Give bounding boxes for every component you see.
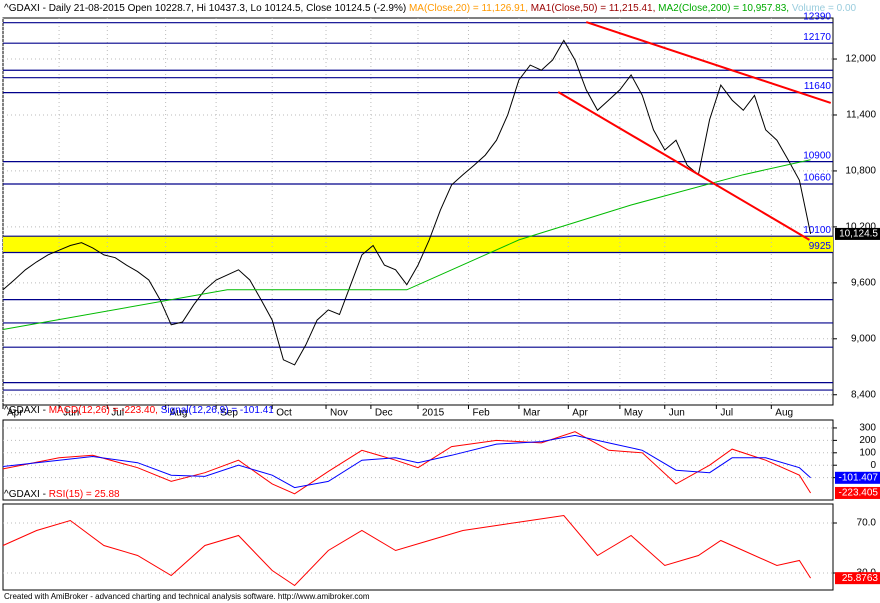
value-box-label: 10,124.5 [839,229,878,240]
y-tick-label: 10,200 [845,222,876,233]
y-tick-label: 70.0 [857,518,877,529]
y-tick-label: 12,000 [845,54,876,65]
x-tick-label: Apr [7,408,23,419]
series-line [2,159,811,330]
title-part: ^GDAXI - [4,489,49,500]
level-label: 9925 [809,241,832,252]
title-part: MACD(12,26) = -223.40, [49,405,158,416]
series-line [2,39,812,366]
y-tick-label: 9,600 [851,277,876,288]
value-box [835,227,880,240]
y-tick-label: 8,400 [851,389,876,400]
panel-title: ^GDAXI - MACD(12,26) = -223.40, Signal(1… [4,405,274,416]
x-tick-label: Jun [63,408,79,419]
title-part: MA2(Close,200) = 10,957.83, [655,3,789,14]
level-label: 11640 [804,81,832,92]
value-box-label: -223.405 [839,488,879,499]
series-line [2,434,811,489]
x-tick-label: May [624,408,643,419]
level-label: 10660 [803,173,831,184]
value-box [835,572,880,585]
value-box-label: 25.8763 [842,573,879,584]
x-tick-label: Aug [170,408,188,419]
x-tick-label: Aug [775,408,793,419]
title-part: Signal(12,26,9) = -101.41 [158,405,274,416]
y-tick-label: 300 [859,423,876,434]
value-box [835,486,880,499]
panel [2,419,834,501]
trend-line [585,21,832,104]
level-label: 12170 [803,32,831,43]
x-tick-label: Apr [572,408,588,419]
level-label: 10900 [803,150,831,161]
level-label: 12390 [803,11,831,22]
title-part: RSI(15) = 25.88 [49,489,120,500]
footer: Created with AmiBroker - advanced charti… [4,592,370,601]
x-tick-label: Feb [472,408,490,419]
series-line [2,514,812,587]
title-part: MA1(Close,50) = 11,215.41, [528,3,655,14]
y-tick-label: 10,800 [845,166,876,177]
y-tick-label: 100 [859,447,876,458]
y-tick-label: 11,400 [846,110,876,121]
x-tick-label: Jul [720,408,733,419]
title-part: ^GDAXI - Daily 21-08-2015 Open 10228.7, … [4,3,406,14]
x-tick-label: Mar [523,408,541,419]
panel [2,503,834,591]
title-part: ^GDAXI - [4,405,49,416]
panel-title: ^GDAXI - RSI(15) = 25.88 [4,489,120,500]
y-tick-label: 9,000 [851,333,876,344]
y-tick-label: 0 [870,460,876,471]
trend-line [557,91,810,241]
x-tick-label: Oct [276,408,292,419]
x-tick-label: Sep [220,408,238,419]
value-box-label: -101.407 [839,472,879,483]
title-part: MA(Close,20) = 11,126.91, [406,3,528,14]
value-box [835,471,880,484]
y-tick-label: 200 [859,435,876,446]
x-tick-label: Nov [330,408,348,419]
title-part: Volume = 0.00 [789,3,856,14]
x-tick-label: Dec [375,408,393,419]
series-line [2,431,812,495]
x-tick-label: Jun [669,408,685,419]
panel-title: ^GDAXI - Daily 21-08-2015 Open 10228.7, … [4,3,857,14]
level-label: 10100 [803,225,831,236]
x-tick-label: 2015 [422,408,445,419]
highlight-band [3,236,833,253]
x-tick-label: Jul [111,408,124,419]
